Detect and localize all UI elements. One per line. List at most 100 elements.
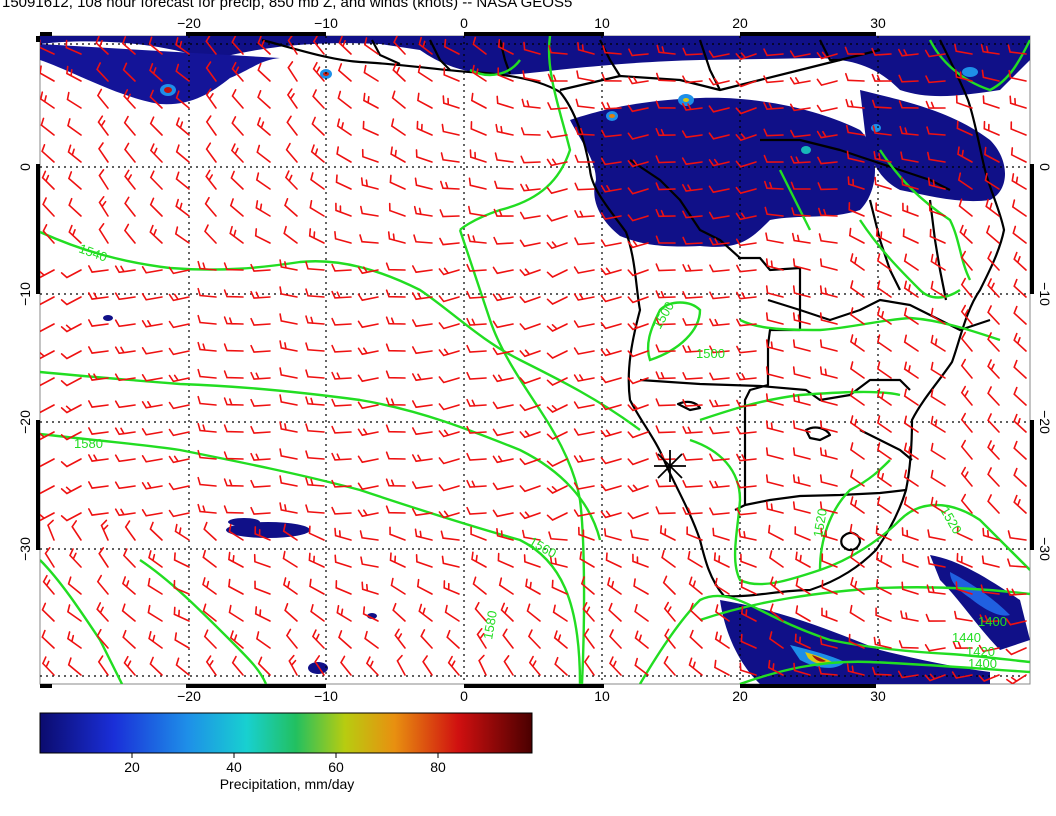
- wind-barb: [876, 415, 892, 433]
- wind-barb: [223, 289, 244, 298]
- colorbar-tick-label: 80: [430, 759, 446, 775]
- wind-barb: [250, 317, 271, 326]
- wind-barb: [526, 603, 541, 622]
- wind-barb: [708, 77, 730, 86]
- wind-barb: [41, 144, 55, 163]
- wind-barb: [951, 671, 973, 679]
- wind-barb: [497, 552, 514, 568]
- wind-barb: [740, 579, 757, 595]
- wind-barb: [546, 130, 568, 139]
- wind-barb: [438, 295, 460, 303]
- wind-barb: [311, 116, 325, 136]
- wind-barb: [168, 509, 190, 518]
- wind-barb: [412, 508, 433, 517]
- wind-barb: [175, 90, 190, 109]
- wind-barb: [768, 631, 784, 649]
- contour-label: 1520: [810, 507, 830, 538]
- wind-barb: [468, 177, 487, 190]
- wind-barb: [223, 424, 244, 433]
- wind-barb: [40, 39, 55, 55]
- lat-tick-label: −30: [1037, 537, 1053, 561]
- wind-barb: [279, 313, 298, 325]
- wind-barb: [819, 285, 838, 298]
- wind-barb: [709, 237, 730, 246]
- wind-barb: [418, 36, 433, 55]
- wind-barb: [310, 604, 325, 622]
- wind-barb: [984, 172, 1000, 190]
- wind-barb: [656, 44, 676, 55]
- wind-barb: [740, 633, 757, 649]
- wind-barb: [309, 578, 325, 595]
- wind-barb: [682, 47, 703, 56]
- wind-barb: [519, 211, 541, 220]
- colorbar-tick-label: 40: [226, 759, 242, 775]
- wind-barb: [60, 458, 82, 468]
- wind-barb: [98, 142, 109, 163]
- wind-barb: [69, 548, 82, 568]
- wind-barb: [412, 346, 433, 355]
- wind-barb: [794, 526, 811, 541]
- wind-barb: [817, 182, 838, 191]
- wind-barb: [519, 377, 541, 385]
- wind-barb: [331, 425, 352, 434]
- wind-barb: [902, 228, 919, 244]
- wind-barb: [362, 120, 379, 136]
- wind-barb: [662, 575, 676, 595]
- wind-barb: [440, 152, 460, 163]
- wind-barb: [736, 291, 757, 300]
- wind-barb: [168, 347, 190, 356]
- wind-barb: [168, 293, 190, 302]
- wind-barb: [359, 530, 379, 541]
- wind-barb: [876, 469, 892, 487]
- wind-barb: [929, 228, 946, 244]
- wind-barb: [203, 521, 217, 541]
- lon-tick-label: −20: [177, 688, 201, 704]
- wind-barb: [817, 156, 838, 165]
- wind-barb: [930, 361, 946, 379]
- wind-barb: [765, 501, 784, 514]
- wind-barb: [848, 202, 865, 217]
- wind-barb: [67, 171, 82, 190]
- wind-barb: [312, 89, 325, 109]
- wind-barbs: [40, 36, 1027, 684]
- wind-barb: [708, 185, 730, 194]
- wind-barb: [765, 447, 784, 460]
- lon-tick-label: 10: [594, 15, 610, 31]
- wind-barb: [305, 396, 325, 406]
- wind-barb: [600, 348, 622, 357]
- wind-barb: [257, 62, 271, 82]
- wind-barb: [789, 50, 811, 58]
- wind-barb: [688, 576, 703, 595]
- wind-barb: [573, 320, 595, 328]
- wind-barb: [525, 578, 541, 595]
- wind-barb: [820, 527, 838, 541]
- wind-barb: [602, 45, 622, 55]
- wind-barb: [609, 656, 622, 676]
- wind-barb: [357, 509, 379, 518]
- wind-barb: [681, 157, 703, 166]
- wind-barb: [305, 423, 325, 433]
- wind-barb: [987, 251, 1000, 271]
- wind-barb: [850, 550, 865, 568]
- wind-barb: [740, 606, 757, 622]
- wind-barb: [331, 479, 352, 488]
- wind-barb: [634, 604, 649, 622]
- wind-barb: [496, 95, 514, 109]
- wind-barb: [519, 430, 541, 439]
- wind-barb: [492, 401, 514, 410]
- wind-barb: [173, 552, 190, 568]
- wind-barb: [124, 142, 136, 163]
- wind-barb: [875, 607, 892, 622]
- wind-barb: [736, 426, 757, 435]
- wind-barb: [418, 603, 433, 622]
- wind-barb: [573, 455, 595, 463]
- wind-barb: [338, 630, 352, 649]
- wind-barb: [334, 554, 352, 568]
- wind-barb: [492, 374, 514, 383]
- wind-barb: [682, 210, 703, 219]
- wind-barb: [205, 655, 217, 676]
- wind-barb: [230, 143, 244, 163]
- wind-barb: [40, 485, 55, 495]
- wind-barb: [67, 576, 82, 595]
- wind-barb: [223, 478, 244, 487]
